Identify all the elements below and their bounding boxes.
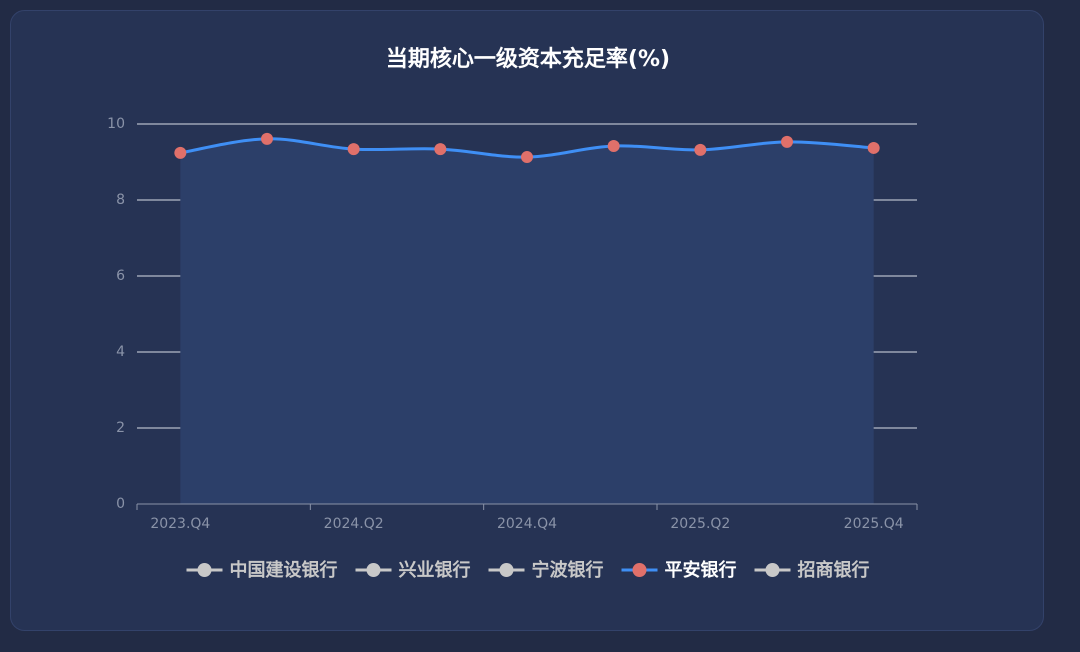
point [434,143,447,156]
x-tick-label: 2023.Q4 [150,516,210,532]
legend-marker [632,563,647,577]
legend-item[interactable]: 中国建设银行 [186,559,338,581]
legend-label: 中国建设银行 [230,559,338,581]
x-tick-label: 2024.Q4 [497,516,557,532]
point [607,140,620,153]
area [180,138,874,504]
legend-item[interactable]: 兴业银行 [355,559,471,581]
legend-item[interactable]: 宁波银行 [488,559,604,581]
point [867,141,880,154]
point [694,143,707,156]
y-tick-label: 6 [116,268,125,284]
point [261,132,273,145]
legend-item[interactable]: 平安银行 [621,559,737,581]
chart-title: 当期核心一级资本充足率(%) [386,46,670,72]
legend-item[interactable]: 招商银行 [754,559,870,581]
point [781,135,793,148]
y-tick-label: 0 [116,496,125,512]
point [347,143,360,156]
legend-label: 宁波银行 [532,559,604,581]
legend-label: 平安银行 [665,559,737,581]
y-tick-label: 2 [116,420,125,436]
legend-label: 招商银行 [798,559,870,581]
y-tick-label: 10 [107,116,125,132]
x-tick-label: 2025.Q4 [844,516,904,532]
point [174,146,187,159]
x-tick-label: 2025.Q2 [670,516,730,532]
legend-marker [499,563,514,577]
legend-marker [197,563,212,577]
legend-marker [765,563,780,577]
y-tick-label: 8 [116,192,125,208]
legend-label: 兴业银行 [399,559,471,581]
y-tick-label: 4 [116,344,125,360]
legend-marker [366,563,381,577]
x-tick-label: 2024.Q2 [324,516,384,532]
point [521,151,533,164]
